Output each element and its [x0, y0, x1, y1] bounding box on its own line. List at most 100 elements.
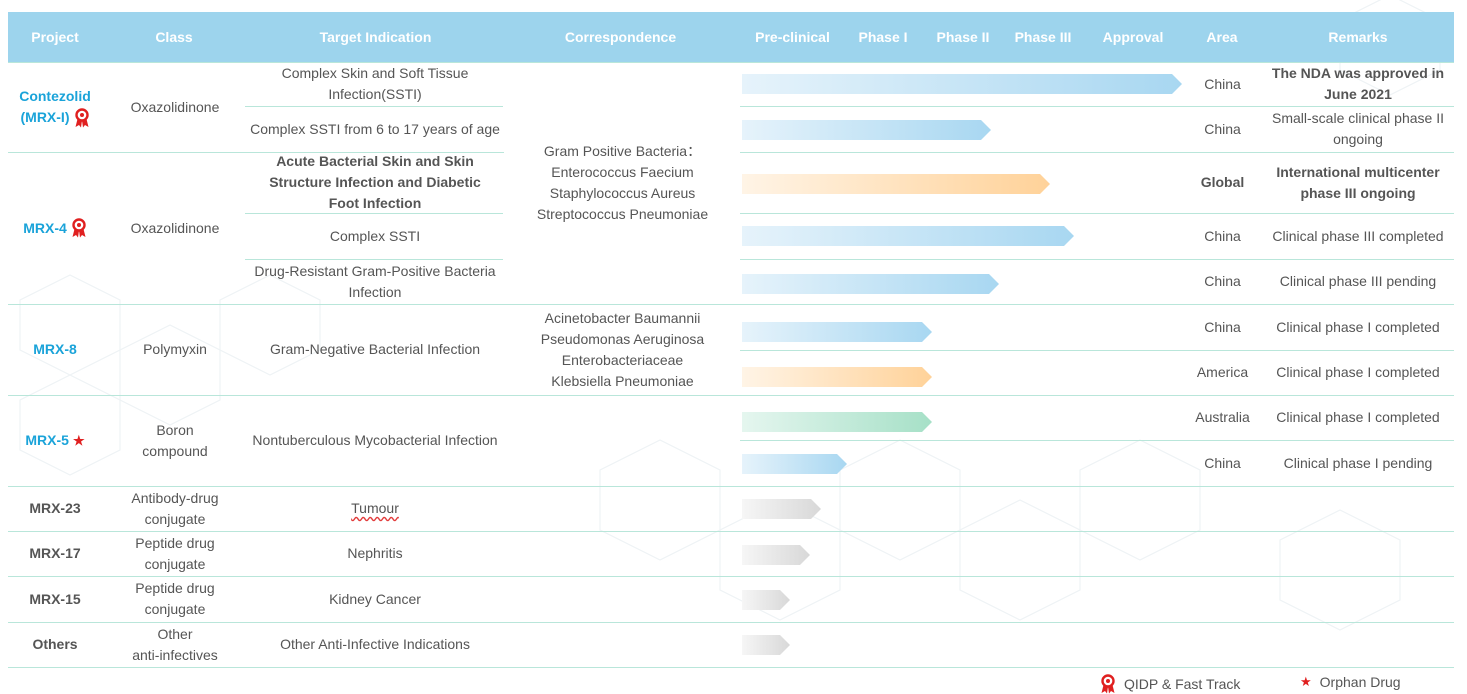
row-divider — [245, 213, 503, 214]
project-name: MRX-8 — [33, 341, 77, 357]
progress-bar — [742, 454, 847, 474]
project-name-line2: (MRX-I) — [21, 107, 90, 128]
remark-cell: The NDA was approved in June 2021 — [1271, 65, 1445, 102]
row-divider — [8, 531, 1454, 532]
class-cell: Oxazolidinone — [130, 98, 220, 115]
class-cell: Peptide drug conjugate — [110, 576, 240, 622]
row-divider — [8, 304, 1454, 305]
project-name: MRX-5 — [25, 432, 69, 448]
header-phase1: Phase I — [858, 29, 908, 45]
remark-cell: Small-scale clinical phase II ongoing — [1272, 110, 1444, 147]
row-divider — [8, 62, 1454, 63]
legend-orphan: ★ Orphan Drug — [1300, 674, 1401, 690]
project-mrx-17: MRX-17 — [8, 531, 102, 576]
class-line: Other — [157, 625, 193, 642]
class-line: Boron — [156, 421, 194, 438]
class-cell: Boron compound — [110, 395, 240, 486]
project-name: MRX-23 — [29, 500, 81, 516]
header-target-indication: Target Indication — [319, 29, 432, 45]
indication-cell: Gram-Negative Bacterial Infection — [269, 341, 481, 357]
project-others: Others — [8, 622, 102, 667]
header-remarks: Remarks — [1328, 29, 1388, 45]
row-divider — [8, 395, 1454, 396]
table-header: Project Class Target Indication Correspo… — [8, 12, 1454, 62]
project-mrx-4: MRX-4 — [8, 152, 102, 304]
remark-cell: Clinical phase I pending — [1283, 454, 1433, 471]
qidp-award-icon — [72, 218, 86, 238]
project-mrx-23: MRX-23 — [8, 486, 102, 531]
project-name: Others — [32, 636, 78, 652]
class-line: conjugate — [144, 601, 206, 617]
header-approval: Approval — [1102, 29, 1164, 45]
area-cell: China — [1204, 454, 1241, 471]
project-name: MRX-4 — [23, 219, 67, 236]
remark-cell: International multicenter phase III ongo… — [1276, 163, 1440, 201]
header-phase3: Phase III — [1014, 29, 1072, 45]
indication-cell: Kidney Cancer — [329, 590, 421, 607]
indication-cell: Nontuberculous Mycobacterial Infection — [252, 432, 498, 448]
correspondence-line: Pseudomonas Aeruginosa — [540, 330, 705, 347]
indication-cell: Complex SSTI — [329, 227, 421, 244]
progress-bar — [742, 499, 821, 519]
correspondence-gram-positive: Gram Positive Bacteria： Enterococcus Fae… — [515, 62, 730, 304]
area-cell: China — [1204, 227, 1241, 244]
indication-cell: Other Anti-Infective Indications — [280, 636, 470, 652]
project-name: MRX-15 — [29, 590, 81, 607]
area-cell: China — [1204, 120, 1241, 137]
class-cell: Antibody-drug conjugate — [110, 486, 240, 531]
correspondence-line: Enterobacteriaceae — [561, 351, 684, 368]
class-line: Peptide drug — [135, 580, 215, 596]
class-line: Antibody-drug — [131, 489, 219, 506]
progress-bar — [742, 120, 991, 140]
indication-cell: Drug-Resistant Gram-Positive Bacteria In… — [254, 262, 496, 300]
class-cell: Oxazolidinone — [130, 219, 220, 236]
orphan-star-icon: ★ — [1300, 674, 1312, 689]
class-cell: Peptide drug conjugate — [110, 531, 240, 576]
row-divider — [740, 259, 1454, 260]
remark-cell: Clinical phase I completed — [1276, 318, 1440, 335]
correspondence-line: Streptococcus Pneumoniae — [536, 206, 709, 222]
header-phase2: Phase II — [936, 29, 990, 45]
row-divider — [740, 213, 1454, 214]
class-line: conjugate — [144, 510, 206, 527]
area-cell: China — [1204, 273, 1241, 289]
indication-cell: Nephritis — [347, 545, 403, 561]
row-divider — [8, 622, 1454, 623]
qidp-award-icon — [74, 107, 89, 127]
progress-bar — [742, 226, 1074, 246]
row-divider — [245, 259, 503, 260]
row-divider — [8, 576, 1454, 577]
class-line: Peptide drug — [135, 534, 215, 551]
legend-qidp: QIDP & Fast Track — [1100, 674, 1240, 694]
class-line: compound — [142, 442, 208, 459]
progress-bar — [742, 274, 999, 294]
area-cell: China — [1204, 75, 1241, 92]
project-code: (MRX-I) — [20, 109, 70, 125]
legend-label: QIDP & Fast Track — [1124, 676, 1241, 692]
area-cell: Global — [1200, 174, 1245, 190]
progress-bar — [742, 74, 1182, 94]
header-correspondence: Correspondence — [564, 29, 677, 45]
progress-bar — [742, 367, 932, 387]
row-divider — [740, 106, 1454, 107]
remark-cell: Clinical phase III pending — [1279, 273, 1437, 289]
indication-cell: Complex SSTI from 6 to 17 years of age — [250, 120, 500, 137]
remark-cell: Clinical phase I completed — [1276, 364, 1440, 380]
row-divider — [740, 440, 1454, 441]
row-divider — [8, 152, 504, 153]
indication-text: Tumour — [351, 500, 399, 516]
progress-bar — [742, 590, 790, 610]
project-mrx-15: MRX-15 — [8, 576, 102, 622]
area-cell: China — [1204, 318, 1241, 335]
header-area: Area — [1206, 29, 1238, 45]
correspondence-line: Staphylococcus Aureus — [549, 185, 696, 201]
row-divider — [8, 486, 1454, 487]
row-divider — [245, 106, 503, 107]
project-name: MRX-17 — [29, 545, 81, 561]
project-mrx-5: MRX-5 ★ — [8, 395, 102, 486]
area-cell: Australia — [1195, 409, 1250, 425]
header-class: Class — [155, 29, 193, 45]
progress-bar — [742, 174, 1050, 194]
correspondence-gram-negative: Acinetobacter Baumannii Pseudomonas Aeru… — [515, 304, 730, 395]
